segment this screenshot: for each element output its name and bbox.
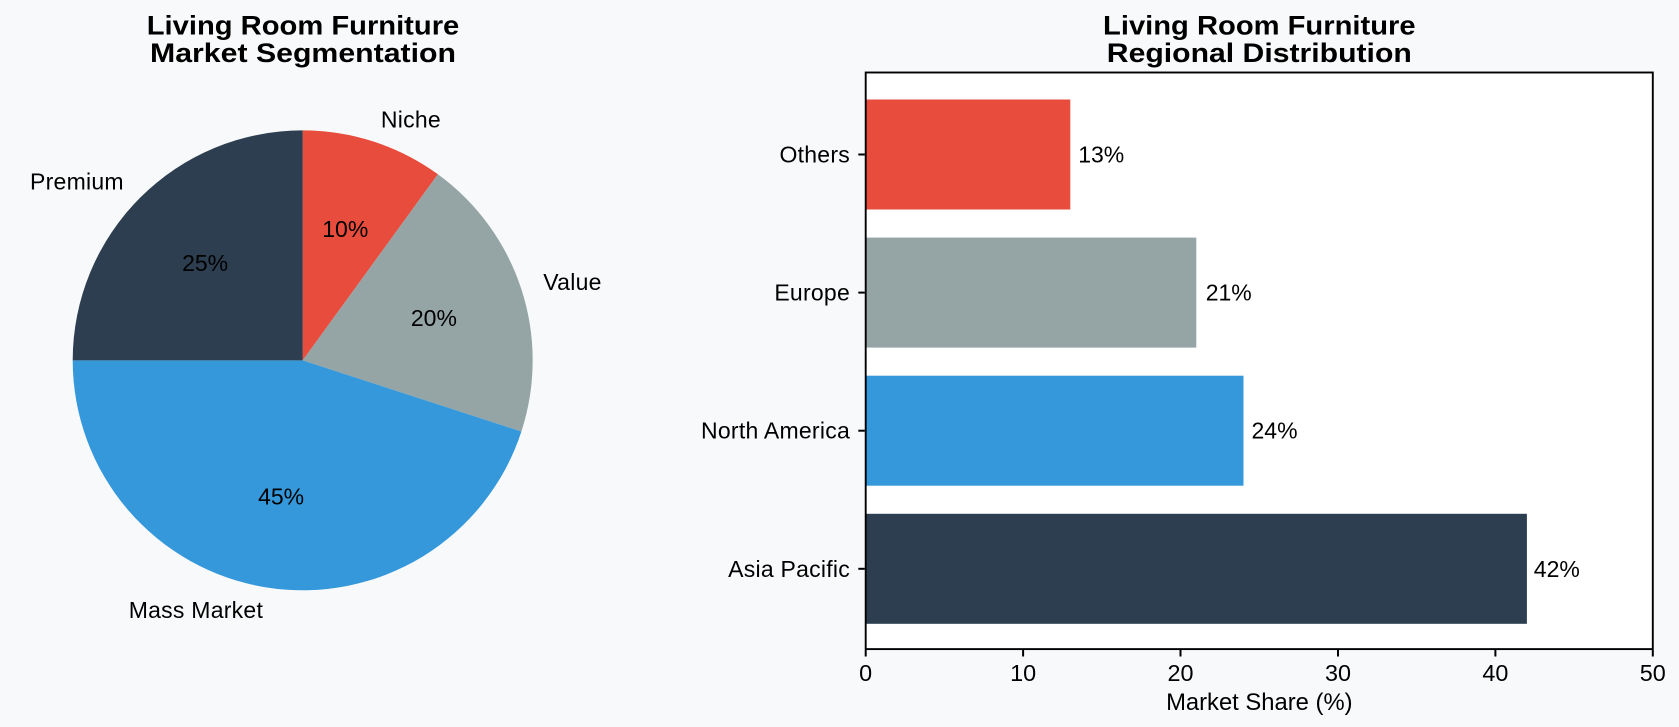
svg-text:Premium: Premium [30, 168, 124, 194]
svg-text:Market Segmentation: Market Segmentation [150, 38, 456, 68]
svg-text:42%: 42% [1534, 556, 1580, 582]
svg-text:North America: North America [701, 418, 850, 444]
svg-text:Market Share (%): Market Share (%) [1166, 689, 1352, 716]
svg-text:40: 40 [1482, 660, 1508, 686]
svg-text:20%: 20% [411, 305, 457, 331]
svg-text:Living Room Furniture: Living Room Furniture [147, 11, 460, 41]
svg-text:20: 20 [1168, 660, 1194, 686]
svg-text:13%: 13% [1078, 142, 1124, 168]
svg-text:Others: Others [779, 142, 850, 168]
svg-text:30: 30 [1325, 660, 1351, 686]
svg-text:10%: 10% [322, 216, 368, 242]
svg-text:Niche: Niche [381, 107, 441, 133]
svg-text:Regional Distribution: Regional Distribution [1107, 38, 1412, 68]
svg-text:45%: 45% [258, 484, 304, 510]
svg-text:Mass Market: Mass Market [129, 597, 264, 623]
svg-text:Europe: Europe [774, 280, 850, 306]
svg-text:24%: 24% [1252, 418, 1298, 444]
svg-text:50: 50 [1640, 660, 1666, 686]
svg-text:Living Room Furniture: Living Room Furniture [1103, 11, 1416, 41]
svg-text:Asia Pacific: Asia Pacific [728, 556, 850, 582]
svg-text:10: 10 [1010, 660, 1036, 686]
svg-text:0: 0 [859, 660, 872, 686]
svg-text:21%: 21% [1206, 280, 1252, 306]
svg-text:Value: Value [543, 269, 601, 295]
svg-text:25%: 25% [182, 250, 228, 276]
